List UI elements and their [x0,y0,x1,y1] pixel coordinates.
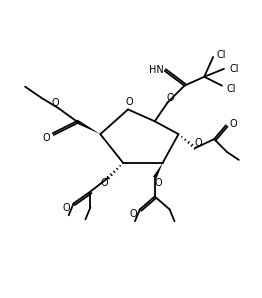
Text: O: O [63,203,70,213]
Text: Cl: Cl [226,84,236,94]
Text: O: O [52,98,60,108]
Polygon shape [76,119,100,134]
Text: O: O [125,97,133,108]
Text: O: O [155,178,162,188]
Text: Cl: Cl [216,50,226,60]
Text: Cl: Cl [229,64,239,74]
Text: O: O [194,138,202,148]
Text: O: O [100,178,108,188]
Text: HN: HN [149,65,164,75]
Text: O: O [167,93,174,103]
Text: O: O [42,133,50,143]
Polygon shape [153,163,163,179]
Text: O: O [229,119,237,129]
Text: O: O [129,209,137,219]
